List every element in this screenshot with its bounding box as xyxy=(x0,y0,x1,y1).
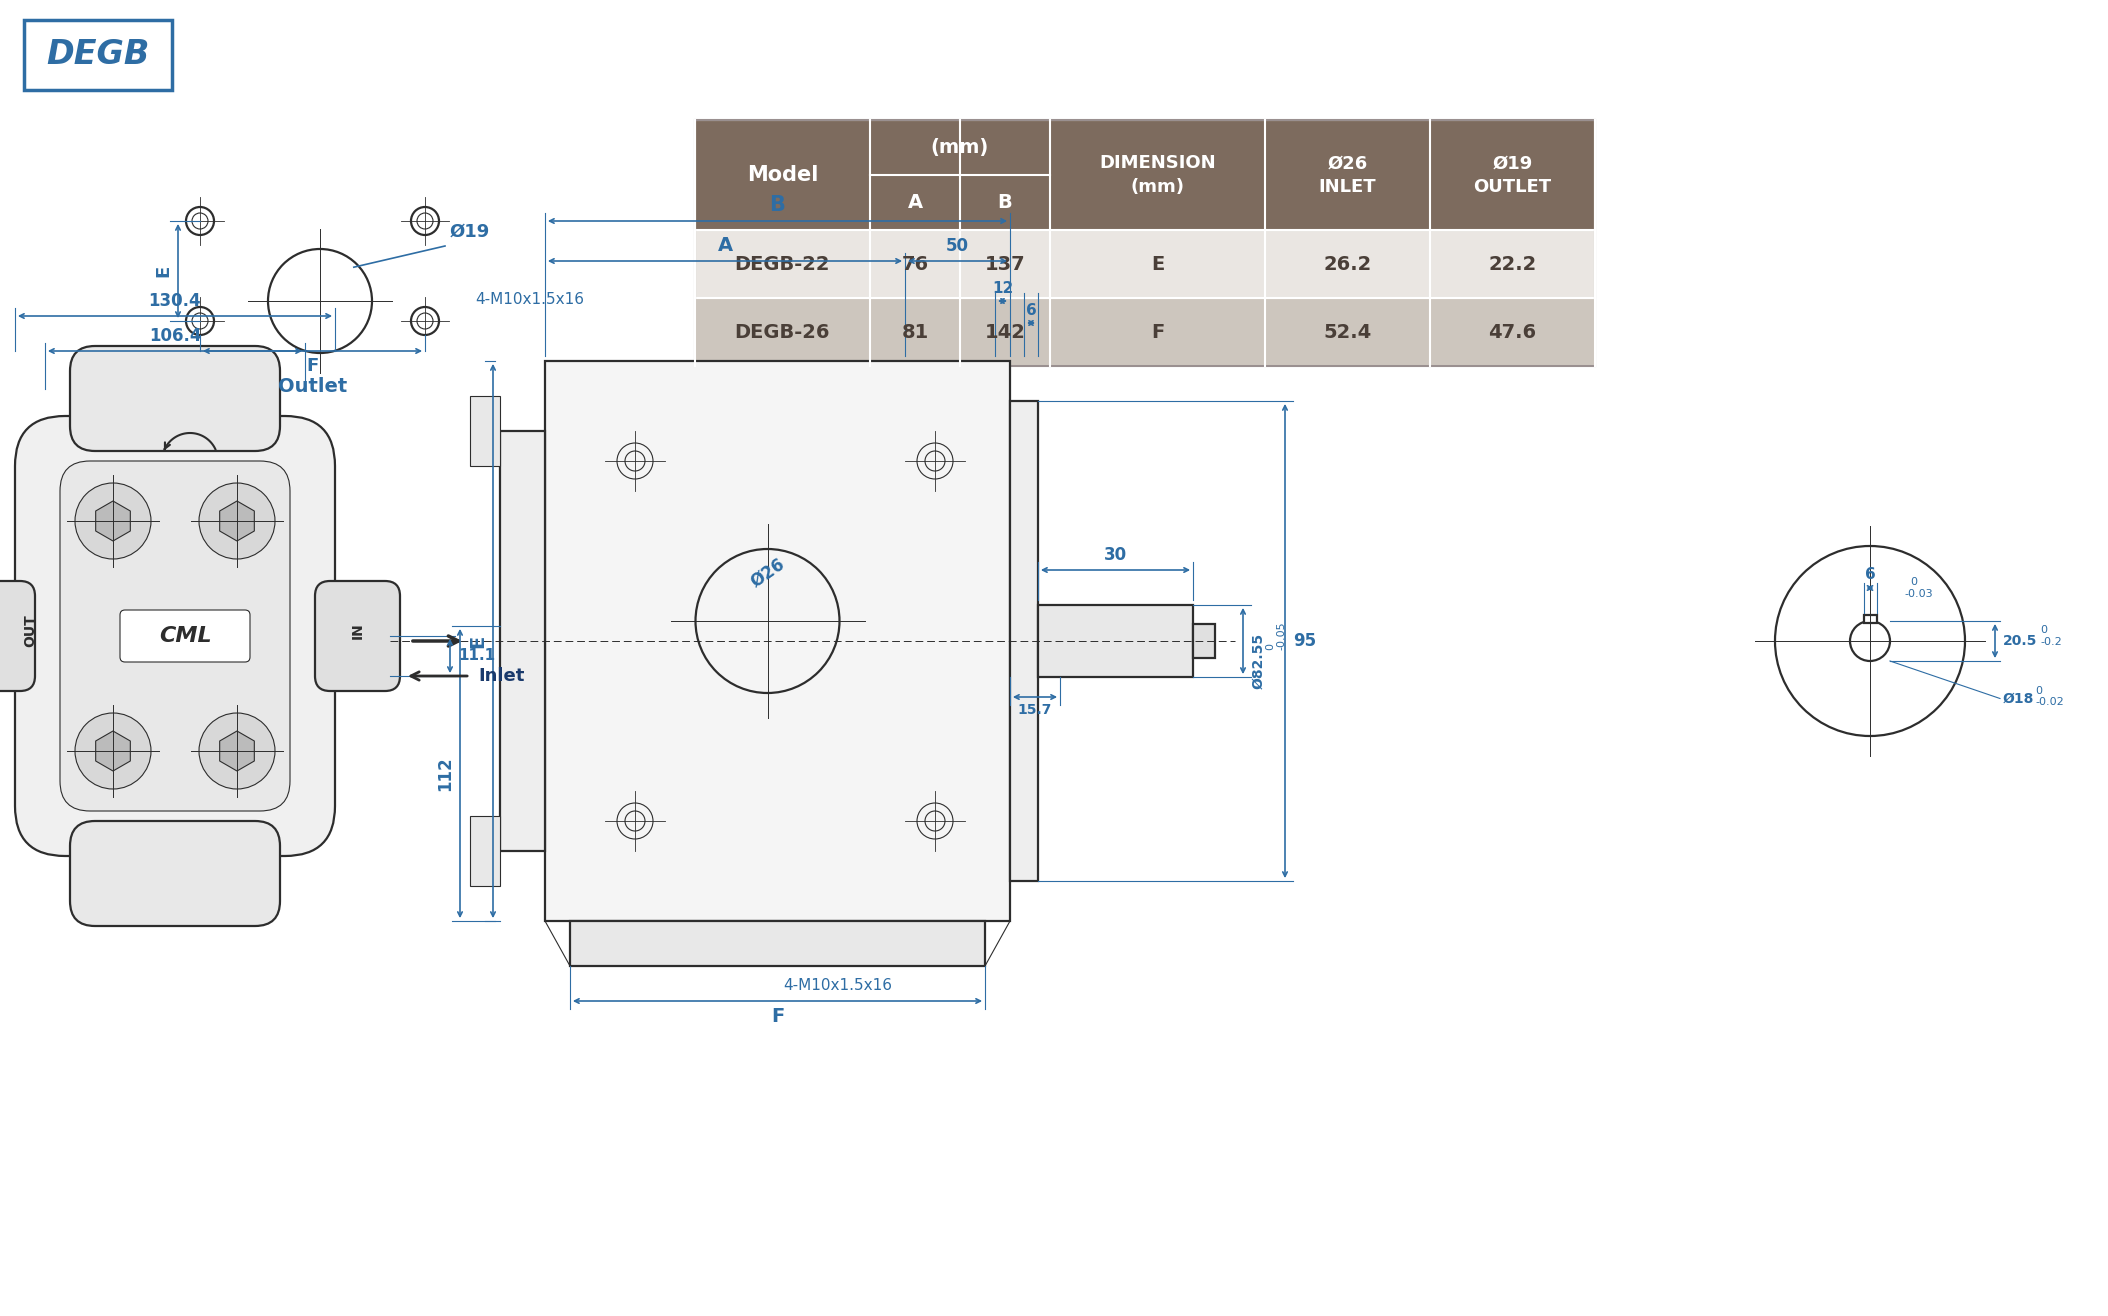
Text: CML: CML xyxy=(158,626,211,646)
Text: F: F xyxy=(306,357,318,375)
Text: Ø26
INLET: Ø26 INLET xyxy=(1320,154,1377,196)
Text: 4-M10x1.5x16: 4-M10x1.5x16 xyxy=(474,292,584,307)
Text: Ø26: Ø26 xyxy=(748,555,788,591)
Polygon shape xyxy=(95,730,131,771)
Text: 81: 81 xyxy=(902,322,930,341)
Bar xyxy=(500,432,546,851)
Text: 15.7: 15.7 xyxy=(1018,703,1052,717)
Text: E: E xyxy=(468,634,487,647)
Text: 0
-0.2: 0 -0.2 xyxy=(2041,625,2062,646)
Text: 76: 76 xyxy=(902,254,928,274)
FancyBboxPatch shape xyxy=(59,461,291,811)
Bar xyxy=(470,816,500,886)
Bar xyxy=(696,297,1596,366)
Circle shape xyxy=(198,713,274,790)
FancyBboxPatch shape xyxy=(70,346,280,451)
Text: 0
-0.03: 0 -0.03 xyxy=(1904,578,1933,599)
Text: 130.4: 130.4 xyxy=(150,292,200,311)
Text: A: A xyxy=(717,236,734,255)
Text: Ø82.55: Ø82.55 xyxy=(1250,633,1265,690)
Text: 11.1: 11.1 xyxy=(457,649,495,663)
Bar xyxy=(696,120,1596,230)
Text: 6: 6 xyxy=(1027,303,1037,318)
FancyBboxPatch shape xyxy=(15,416,335,855)
Polygon shape xyxy=(95,501,131,541)
Text: Ø19: Ø19 xyxy=(449,222,491,241)
Polygon shape xyxy=(219,730,255,771)
Text: OUT: OUT xyxy=(23,615,38,647)
Text: 137: 137 xyxy=(984,254,1024,274)
Text: E: E xyxy=(1151,254,1164,274)
Text: 52.4: 52.4 xyxy=(1324,322,1372,341)
Text: DIMENSION
(mm): DIMENSION (mm) xyxy=(1098,154,1216,196)
Text: Model: Model xyxy=(746,164,818,186)
Bar xyxy=(1037,605,1193,676)
Text: 112: 112 xyxy=(436,757,453,791)
Text: 50: 50 xyxy=(946,237,970,255)
FancyBboxPatch shape xyxy=(70,821,280,926)
Text: DEGB: DEGB xyxy=(46,38,150,71)
Circle shape xyxy=(76,713,152,790)
Text: 20.5: 20.5 xyxy=(2003,634,2036,647)
Text: DEGB-26: DEGB-26 xyxy=(736,322,831,341)
Polygon shape xyxy=(219,501,255,541)
Bar xyxy=(696,230,1596,297)
FancyBboxPatch shape xyxy=(0,580,36,691)
Text: DEGB-22: DEGB-22 xyxy=(736,254,831,274)
Text: B: B xyxy=(769,195,786,215)
Text: (mm): (mm) xyxy=(932,138,989,157)
Text: F: F xyxy=(1151,322,1164,341)
Text: F: F xyxy=(772,1007,784,1026)
Bar xyxy=(1010,401,1037,880)
Text: 12: 12 xyxy=(993,282,1014,296)
Text: IN: IN xyxy=(350,622,365,640)
Circle shape xyxy=(198,483,274,559)
Text: 26.2: 26.2 xyxy=(1324,254,1372,274)
Text: 0
-0.05: 0 -0.05 xyxy=(1265,621,1286,650)
Text: 22.2: 22.2 xyxy=(1488,254,1537,274)
Text: 47.6: 47.6 xyxy=(1488,322,1537,341)
FancyBboxPatch shape xyxy=(23,20,173,89)
Text: Ø19
OUTLET: Ø19 OUTLET xyxy=(1473,154,1551,196)
Text: 0
-0.02: 0 -0.02 xyxy=(2034,686,2064,707)
FancyBboxPatch shape xyxy=(120,611,251,662)
Text: 4-M10x1.5x16: 4-M10x1.5x16 xyxy=(782,978,892,994)
Text: Ø18: Ø18 xyxy=(2003,691,2034,705)
Text: 30: 30 xyxy=(1105,546,1128,565)
Text: 95: 95 xyxy=(1292,632,1315,650)
Bar xyxy=(1193,624,1214,658)
Bar xyxy=(470,396,500,466)
FancyBboxPatch shape xyxy=(314,580,401,691)
Text: 142: 142 xyxy=(984,322,1024,341)
Text: Inlet: Inlet xyxy=(479,667,525,686)
Text: 106.4: 106.4 xyxy=(150,326,200,345)
Text: 6: 6 xyxy=(1866,567,1876,582)
Text: A: A xyxy=(906,193,923,212)
Text: Outlet: Outlet xyxy=(278,376,348,396)
Text: B: B xyxy=(997,193,1012,212)
Text: E: E xyxy=(154,265,173,278)
Bar xyxy=(1863,615,1876,622)
Circle shape xyxy=(76,483,152,559)
Bar xyxy=(546,361,1010,921)
Bar xyxy=(569,921,984,966)
Bar xyxy=(696,120,1596,366)
